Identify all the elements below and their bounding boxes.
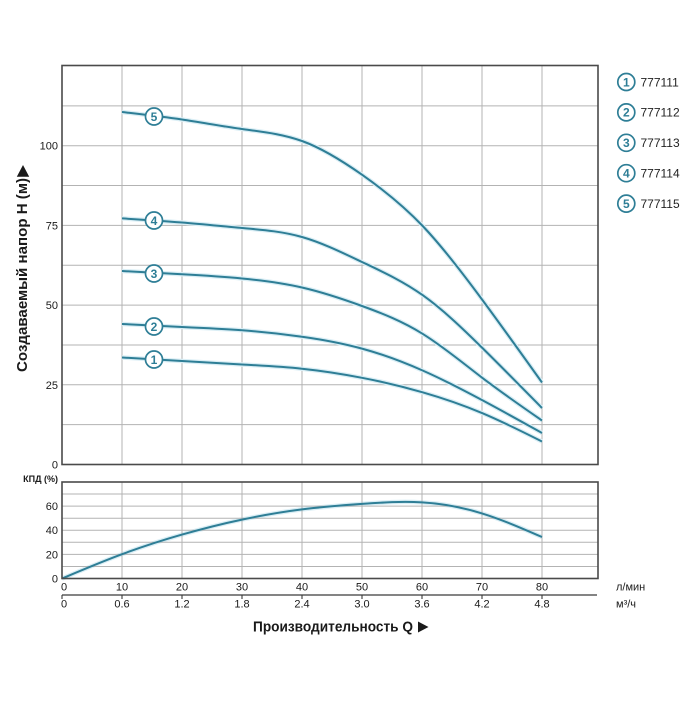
svg-text:777113: 777113 bbox=[641, 136, 680, 150]
svg-text:2.4: 2.4 bbox=[294, 599, 309, 611]
svg-text:30: 30 bbox=[236, 582, 248, 594]
svg-text:м³/ч: м³/ч bbox=[616, 599, 636, 611]
svg-text:777111: 777111 bbox=[641, 75, 680, 89]
svg-text:3: 3 bbox=[151, 267, 158, 281]
svg-text:5: 5 bbox=[623, 197, 630, 211]
svg-text:0.6: 0.6 bbox=[114, 599, 129, 611]
svg-text:80: 80 bbox=[536, 582, 548, 594]
svg-text:60: 60 bbox=[416, 582, 428, 594]
svg-text:4: 4 bbox=[151, 214, 158, 228]
svg-text:0: 0 bbox=[52, 460, 58, 472]
svg-text:50: 50 bbox=[356, 582, 368, 594]
svg-text:20: 20 bbox=[176, 582, 188, 594]
svg-text:20: 20 bbox=[46, 549, 58, 561]
svg-text:40: 40 bbox=[46, 525, 58, 537]
svg-text:25: 25 bbox=[46, 380, 58, 392]
svg-text:777114: 777114 bbox=[641, 167, 680, 181]
svg-text:3.6: 3.6 bbox=[414, 599, 429, 611]
svg-text:3: 3 bbox=[623, 136, 630, 150]
svg-text:5: 5 bbox=[151, 110, 158, 124]
svg-text:0: 0 bbox=[61, 599, 67, 611]
svg-text:3.0: 3.0 bbox=[354, 599, 369, 611]
svg-text:2: 2 bbox=[623, 106, 630, 120]
svg-text:1: 1 bbox=[151, 353, 158, 367]
svg-text:100: 100 bbox=[40, 141, 58, 153]
svg-text:2: 2 bbox=[151, 320, 158, 334]
svg-text:Производительность Q: Производительность Q bbox=[253, 619, 413, 636]
svg-text:70: 70 bbox=[476, 582, 488, 594]
svg-text:75: 75 bbox=[46, 220, 58, 232]
svg-text:Создаваемый напор Н (м): Создаваемый напор Н (м) bbox=[14, 178, 31, 372]
svg-text:777112: 777112 bbox=[641, 106, 680, 120]
svg-text:1.8: 1.8 bbox=[234, 599, 249, 611]
svg-text:0: 0 bbox=[52, 574, 58, 586]
svg-text:777115: 777115 bbox=[641, 197, 680, 211]
svg-text:4.8: 4.8 bbox=[534, 599, 549, 611]
svg-text:4.2: 4.2 bbox=[474, 599, 489, 611]
svg-text:л/мин: л/мин bbox=[616, 582, 645, 594]
svg-text:1.2: 1.2 bbox=[174, 599, 189, 611]
svg-text:1: 1 bbox=[623, 75, 630, 89]
svg-text:0: 0 bbox=[61, 582, 67, 594]
svg-text:50: 50 bbox=[46, 300, 58, 312]
svg-text:КПД (%): КПД (%) bbox=[23, 474, 58, 484]
svg-text:60: 60 bbox=[46, 501, 58, 513]
svg-text:4: 4 bbox=[623, 167, 630, 181]
svg-text:10: 10 bbox=[116, 582, 128, 594]
svg-text:40: 40 bbox=[296, 582, 308, 594]
